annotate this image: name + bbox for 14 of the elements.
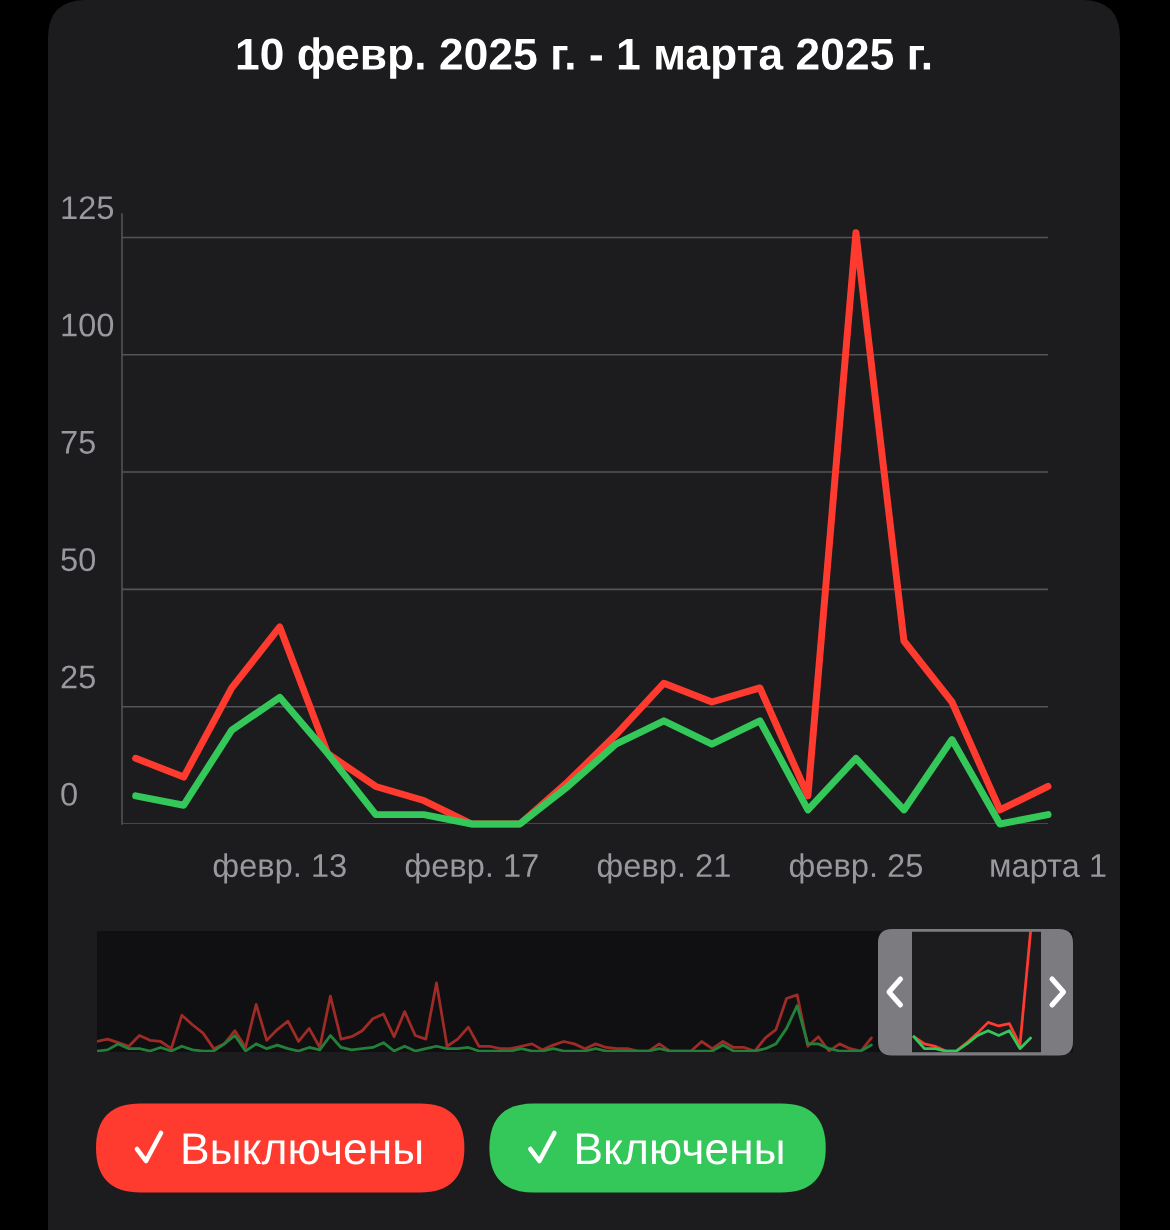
x-tick-label: февр. 21: [597, 853, 730, 884]
text: Выключены: [183, 1133, 422, 1165]
y-tick-label: 0: [61, 782, 77, 806]
x-tick-label: февр. 17: [405, 853, 538, 884]
y-tick-label: 50: [61, 548, 96, 572]
text: Включены: [577, 1133, 783, 1165]
y-tick-label: 100: [62, 313, 114, 337]
chart-title: 10 февр. 2025 г. - 1 марта 2025 г.: [237, 37, 931, 79]
y-tick-label: 75: [61, 431, 95, 454]
x-tick-label: февр. 13: [213, 853, 346, 884]
y-tick-label: 125: [62, 196, 114, 220]
x-tick-label: марта 1: [991, 854, 1106, 884]
x-tick-label: февр. 25: [789, 853, 923, 884]
y-tick-label: 25: [61, 665, 95, 689]
